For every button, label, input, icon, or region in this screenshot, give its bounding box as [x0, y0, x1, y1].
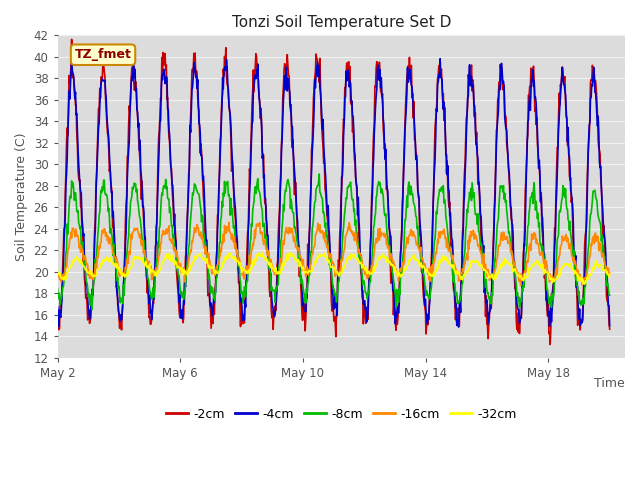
Line: -32cm: -32cm	[58, 253, 610, 284]
-2cm	[500, 84, 508, 90]
-4cm	[255, 94, 263, 99]
-2cm	[285, 72, 292, 78]
-16cm	[606, 270, 614, 276]
-8cm	[368, 262, 376, 268]
-32cm	[74, 256, 81, 262]
-8cm	[54, 286, 61, 292]
Line: -4cm: -4cm	[58, 57, 610, 327]
-8cm	[606, 292, 614, 298]
-32cm	[500, 261, 508, 266]
-4cm	[455, 324, 463, 330]
-4cm	[54, 304, 61, 310]
-32cm	[255, 251, 262, 257]
-8cm	[184, 251, 192, 257]
-32cm	[284, 257, 292, 263]
-32cm	[184, 272, 191, 278]
Line: -16cm: -16cm	[58, 223, 610, 285]
Legend: -2cm, -4cm, -8cm, -16cm, -32cm: -2cm, -4cm, -8cm, -16cm, -32cm	[161, 403, 522, 426]
-32cm	[321, 250, 329, 256]
-2cm	[54, 319, 61, 325]
-16cm	[184, 265, 191, 271]
-2cm	[68, 36, 76, 42]
-16cm	[255, 223, 263, 229]
-4cm	[130, 54, 138, 60]
-2cm	[255, 95, 263, 100]
-8cm	[88, 306, 96, 312]
Text: Time: Time	[595, 377, 625, 390]
-4cm	[501, 115, 509, 120]
-16cm	[367, 267, 375, 273]
Title: Tonzi Soil Temperature Set D: Tonzi Soil Temperature Set D	[232, 15, 451, 30]
-4cm	[367, 231, 375, 237]
-2cm	[606, 326, 614, 332]
-16cm	[517, 282, 525, 288]
Line: -2cm: -2cm	[58, 39, 610, 345]
-4cm	[285, 79, 292, 85]
-2cm	[184, 194, 192, 200]
-16cm	[54, 273, 61, 279]
Text: TZ_fmet: TZ_fmet	[75, 48, 131, 61]
-16cm	[500, 231, 508, 237]
-4cm	[184, 201, 192, 207]
Y-axis label: Soil Temperature (C): Soil Temperature (C)	[15, 132, 28, 261]
-4cm	[606, 323, 614, 328]
-16cm	[74, 233, 81, 239]
-4cm	[74, 129, 81, 134]
-8cm	[255, 188, 263, 194]
-8cm	[74, 209, 81, 215]
-2cm	[547, 342, 554, 348]
-16cm	[225, 220, 233, 226]
-32cm	[54, 271, 61, 277]
-8cm	[316, 171, 323, 177]
-32cm	[606, 271, 614, 277]
-8cm	[285, 179, 292, 185]
-16cm	[285, 231, 292, 237]
-2cm	[367, 225, 375, 231]
-2cm	[74, 168, 82, 174]
-8cm	[501, 191, 509, 196]
Line: -8cm: -8cm	[58, 174, 610, 309]
-32cm	[580, 281, 588, 287]
-32cm	[367, 270, 375, 276]
